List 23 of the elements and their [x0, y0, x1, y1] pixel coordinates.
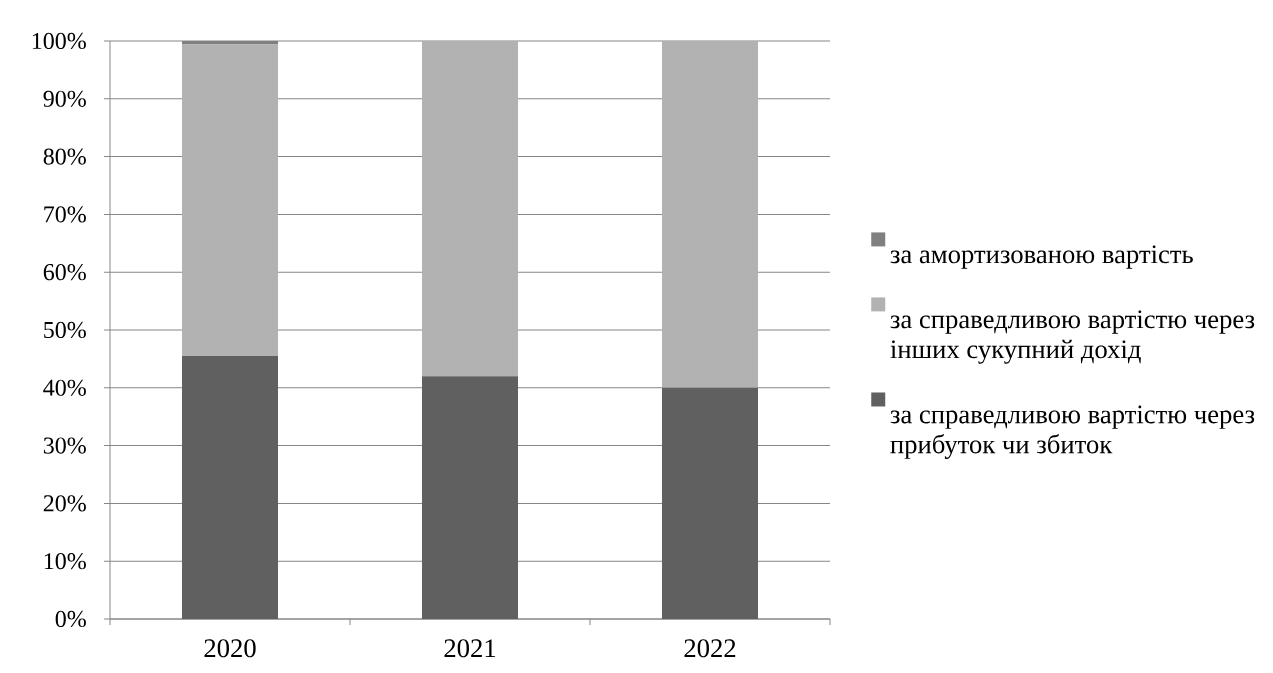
y-tick-label: 90% — [43, 90, 86, 107]
y-tick-label: 40% — [43, 379, 86, 396]
legend-label: за справедливою вартістю через прибуток чи збиток — [890, 405, 1255, 459]
bar — [182, 44, 279, 356]
legend-label: за справедливою вартістю через інших сукупний дохід — [890, 310, 1255, 364]
bar — [422, 40, 519, 377]
y-tick-label: 70% — [44, 206, 86, 223]
y-tick-label: 80% — [43, 148, 86, 165]
x-tick-label: 2020 — [204, 639, 256, 658]
y-tick-label: 60% — [43, 264, 86, 281]
bar — [182, 356, 279, 619]
y-tick-label: 20% — [43, 495, 86, 512]
y-tick-label: 0% — [55, 610, 86, 628]
bar — [422, 376, 519, 619]
y-tick-label: 50% — [44, 321, 86, 339]
legend-label: за амортизованою вартість — [890, 245, 1193, 269]
x-tick-label: 2021 — [444, 639, 496, 658]
bar — [662, 40, 758, 388]
y-tick-label: 30% — [43, 437, 86, 454]
x-tick-label: 2022 — [684, 639, 736, 658]
bar — [662, 387, 758, 619]
y-tick-label: 100% — [32, 32, 86, 50]
y-tick-label: 10% — [44, 553, 86, 570]
